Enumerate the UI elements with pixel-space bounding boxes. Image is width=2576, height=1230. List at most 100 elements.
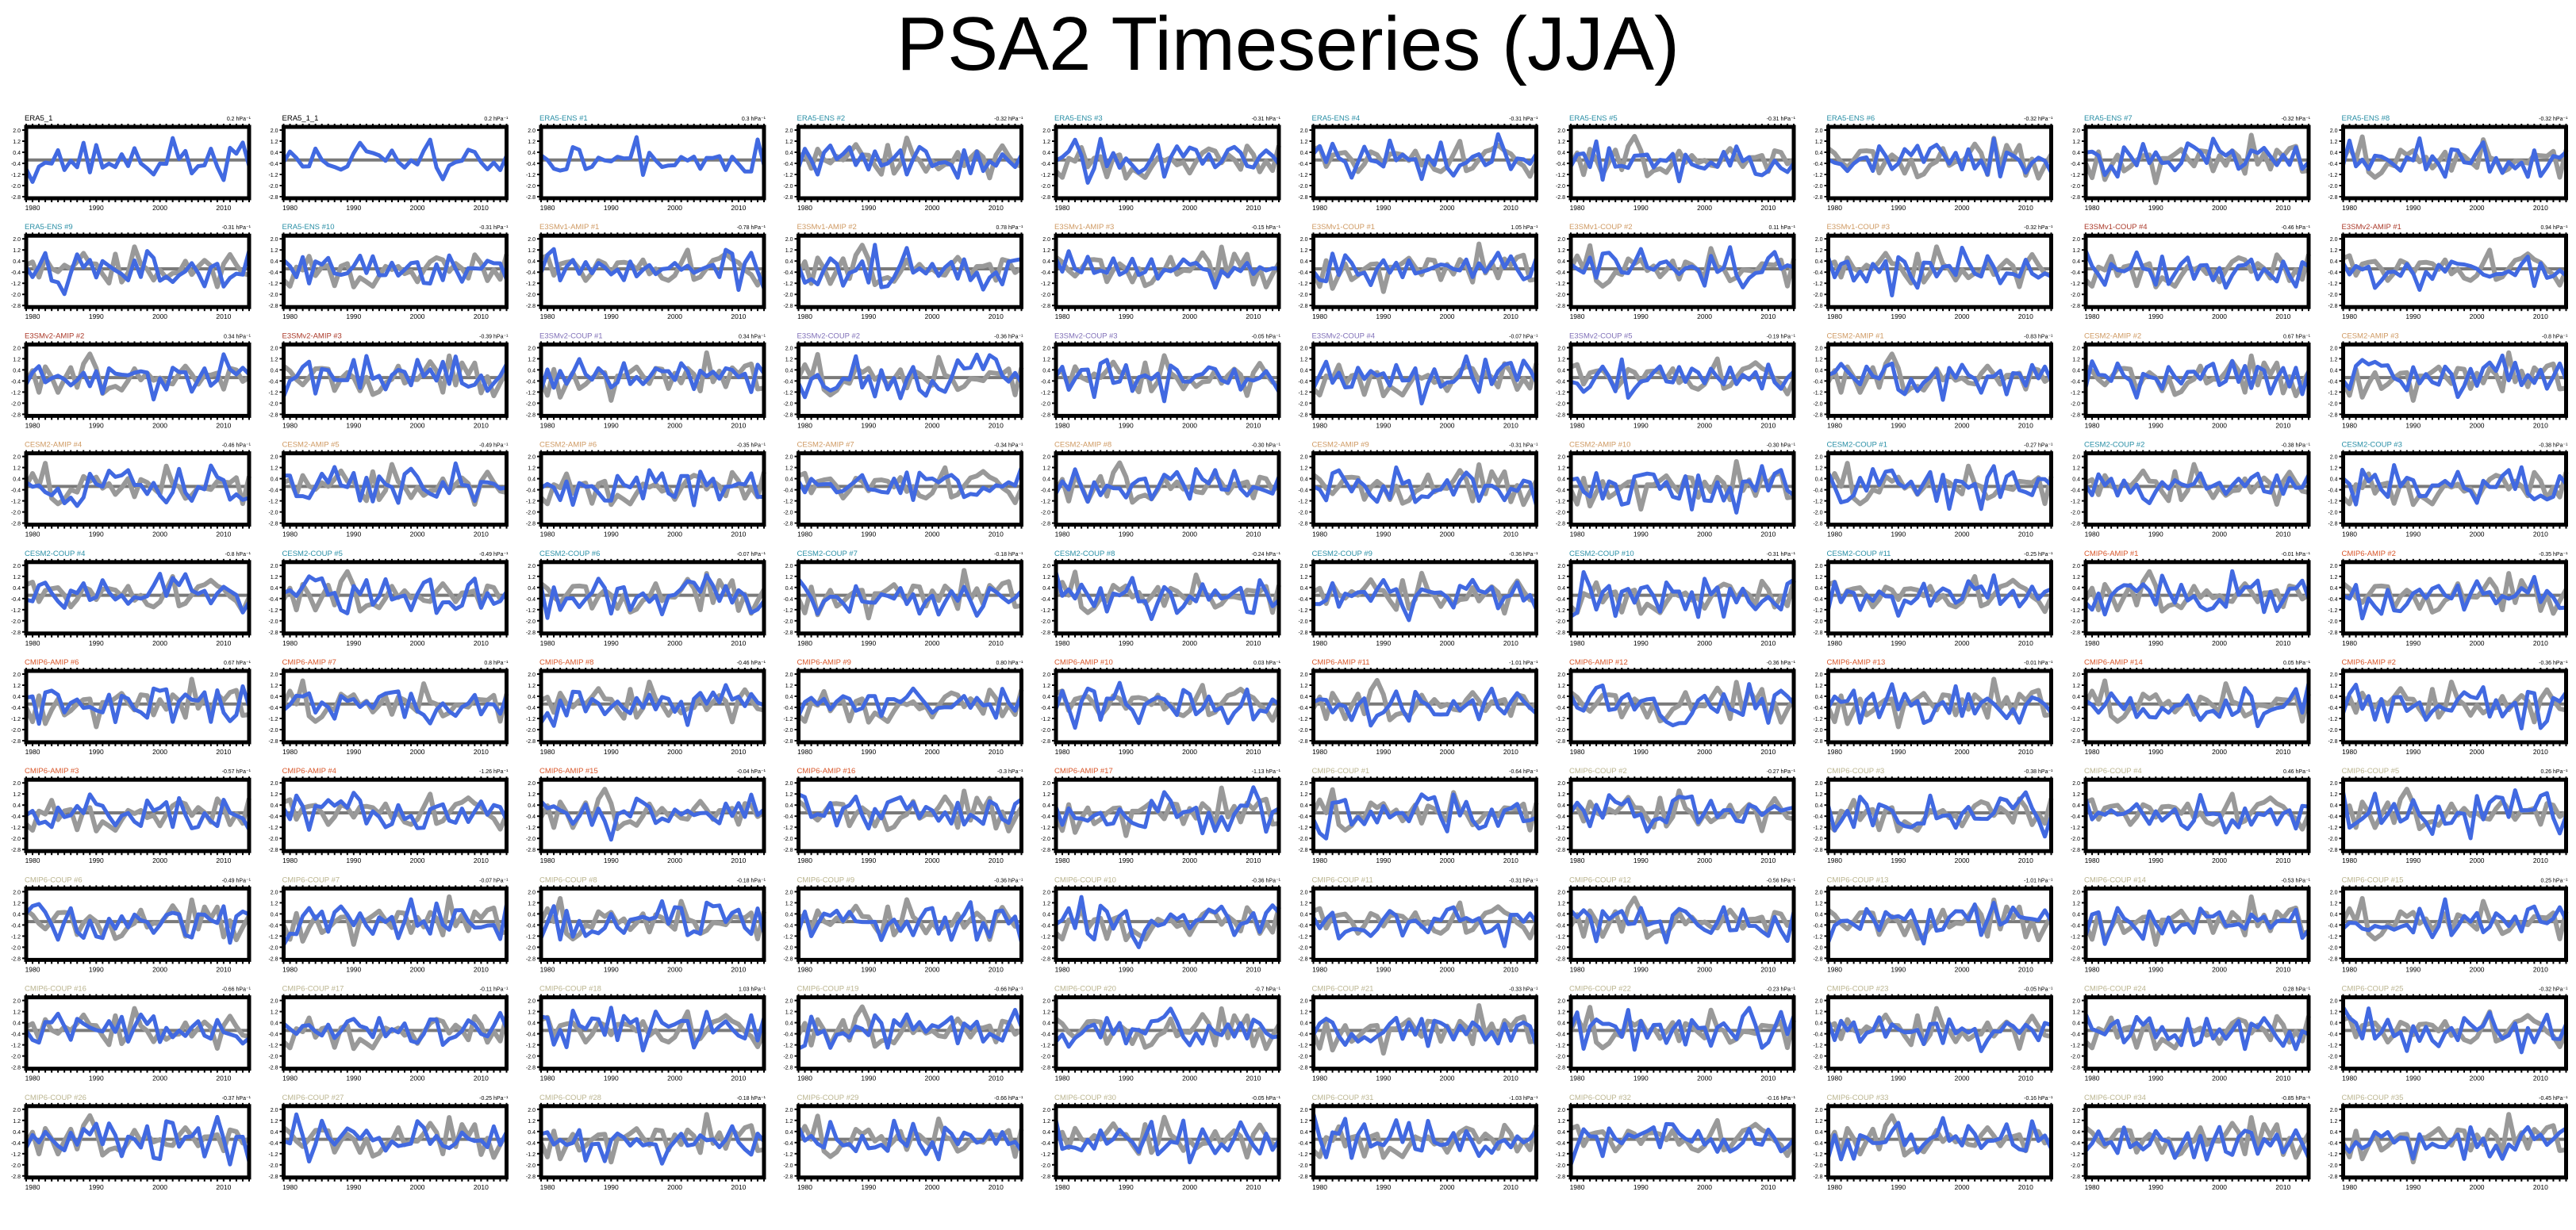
panel-label: CMIP6-AMIP #7: [282, 658, 336, 667]
model-series-line: [1827, 136, 2053, 178]
x-tick-label: 1990: [1376, 421, 1391, 429]
x-tick-label: 1990: [2148, 312, 2163, 320]
model-series-line: [282, 137, 509, 182]
panel: CESM2-COUP #10 -0.31 hPa⁻¹ 1980 1990 2000 201…: [1556, 550, 1796, 647]
panel-label: E3SMv2-COUP #5: [1569, 331, 1633, 340]
x-tick-label: 2010: [1246, 421, 1261, 429]
y-tick-label: -2.8: [526, 195, 536, 201]
panel: CESM2-AMIP #9 -0.31 hPa⁻¹ 1980 1990 2000 2010…: [1298, 441, 1538, 538]
y-tick-label: 0.4: [1557, 477, 1565, 483]
y-tick-label: 0.4: [271, 586, 278, 592]
x-tick-label: 2000: [1440, 531, 1455, 538]
y-tick-label: -2.8: [1556, 304, 1565, 309]
y-tick-label: -2.0: [526, 184, 536, 190]
y-tick-label: 2.0: [2072, 346, 2080, 351]
x-tick-label: 2000: [667, 312, 682, 320]
y-tick-label: -0.4: [268, 162, 278, 167]
y-tick-label: -2.8: [1041, 412, 1050, 418]
y-tick-label: 1.2: [2072, 575, 2080, 581]
y-tick-label: 0.4: [785, 477, 793, 483]
panel-label: ERA5-ENS #3: [1054, 114, 1103, 123]
y-tick-label: -2.8: [1813, 522, 1822, 527]
x-tick-label: 2000: [1955, 531, 1970, 538]
x-tick-label: 2000: [667, 421, 682, 429]
y-tick-label: 1.2: [785, 357, 793, 362]
x-tick-label: 2000: [1697, 204, 1712, 212]
model-series-line: [2341, 255, 2568, 292]
panel-label: CESM2-COUP #1: [1827, 441, 1887, 450]
x-tick-label: 2010: [474, 204, 489, 212]
panel: ERA5-ENS #6 -0.32 hPa⁻¹ 1980 1990 2000 2010 2.…: [1813, 114, 2053, 212]
y-tick-label: -2.8: [11, 304, 21, 309]
x-tick-label: 1990: [604, 312, 619, 320]
x-tick-label: 2000: [925, 312, 940, 320]
y-tick-label: -1.2: [2328, 390, 2337, 396]
y-tick-label: 2.0: [528, 237, 536, 243]
panel-trend: -0.38 hPa⁻¹: [2282, 443, 2311, 449]
y-tick-label: -0.4: [1298, 379, 1307, 385]
x-tick-label: 2000: [1955, 639, 1970, 647]
model-series-line: [1568, 139, 1796, 184]
panel-trend: 1.05 hPa⁻¹: [1511, 225, 1538, 231]
panel: ERA5-ENS #1 0.3 hPa⁻¹ 1980 1990 2000 2010 2.0 1…: [526, 114, 766, 212]
x-tick-label: 2010: [2533, 312, 2548, 320]
x-tick-label: 1990: [1119, 204, 1134, 212]
x-tick-label: 2000: [2470, 531, 2485, 538]
x-tick-label: 2010: [2018, 639, 2033, 647]
y-tick-label: -0.4: [1813, 489, 1822, 494]
y-tick-label: -2.8: [11, 195, 21, 201]
panel: CESM2-AMIP #8 -0.30 hPa⁻¹ 1980 1990 2000 2010…: [1041, 441, 1281, 538]
x-tick-label: 1980: [282, 421, 298, 429]
x-tick-label: 2010: [731, 312, 746, 320]
model-series-line: [2342, 575, 2566, 621]
panel: CESM2-AMIP #5 -0.49 hPa⁻¹ 1980 1990 2000 2010…: [268, 441, 509, 538]
model-series-line: [1311, 354, 1538, 406]
x-tick-label: 2000: [152, 421, 167, 429]
y-tick-label: 0.4: [785, 368, 793, 374]
obs-series-line: [281, 569, 509, 614]
x-tick-label: 2000: [152, 204, 167, 212]
model-series-line: [1054, 571, 1280, 622]
obs-series-line: [1054, 144, 1281, 181]
x-tick-label: 2000: [1955, 312, 1970, 320]
x-tick-label: 1980: [1570, 639, 1585, 647]
y-tick-label: 0.4: [13, 586, 21, 592]
y-tick-label: 0.4: [785, 586, 793, 592]
y-tick-label: -2.0: [268, 511, 278, 516]
x-tick-label: 1990: [2405, 204, 2421, 212]
panel: ERA5-ENS #10 -0.31 hPa⁻¹ 1980 1990 2000 2010 2…: [268, 223, 509, 320]
panel-label: E3SMv2-AMIP #1: [2342, 223, 2401, 232]
y-tick-label: 1.2: [1300, 466, 1308, 472]
x-tick-label: 2010: [1760, 312, 1776, 320]
x-tick-label: 1990: [1891, 204, 1906, 212]
y-tick-label: -2.8: [783, 304, 793, 309]
x-tick-label: 2000: [667, 639, 682, 647]
y-tick-label: -0.4: [1556, 162, 1565, 167]
x-tick-label: 2010: [731, 531, 746, 538]
model-series-line: [2083, 358, 2311, 400]
y-tick-label: 2.0: [1815, 455, 1823, 461]
x-tick-label: 1980: [1055, 531, 1070, 538]
panel-label: CESM2-COUP #6: [539, 550, 600, 558]
panel-trend: -0.31 hPa⁻¹: [1509, 443, 1538, 449]
y-tick-label: -0.4: [2071, 379, 2080, 385]
y-tick-label: -2.8: [268, 630, 278, 636]
y-tick-label: 1.2: [2330, 357, 2338, 362]
x-tick-label: 1980: [1570, 531, 1585, 538]
panel-trend: 0.11 hPa⁻¹: [1768, 225, 1795, 231]
y-tick-label: -2.0: [1298, 293, 1307, 298]
x-tick-label: 2000: [667, 204, 682, 212]
y-tick-label: 2.0: [1042, 128, 1050, 134]
x-tick-label: 1980: [1570, 421, 1585, 429]
y-tick-label: 2.0: [1557, 455, 1565, 461]
y-tick-label: -2.8: [783, 195, 793, 201]
y-tick-label: -0.4: [783, 489, 793, 494]
y-tick-label: -1.2: [526, 282, 536, 287]
panel-label: CESM2-AMIP #1: [1827, 331, 1884, 340]
panel-trend: -0.35 hPa⁻¹: [2539, 552, 2568, 558]
y-tick-label: -0.4: [526, 597, 536, 603]
x-tick-label: 2000: [1182, 312, 1197, 320]
y-tick-label: -0.4: [11, 270, 21, 276]
x-tick-label: 1990: [1634, 639, 1649, 647]
y-tick-label: -1.2: [783, 173, 793, 178]
